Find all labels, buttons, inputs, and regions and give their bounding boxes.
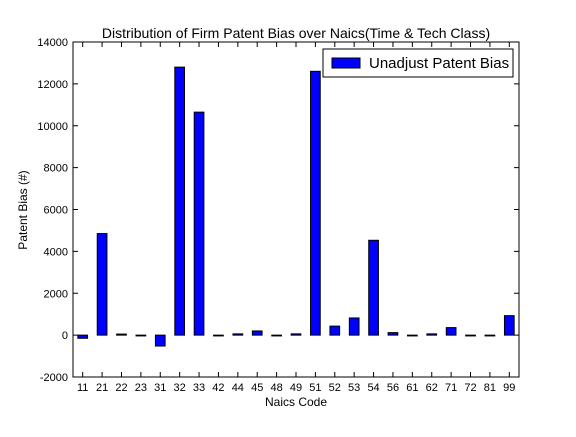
bar-54: [369, 240, 379, 335]
x-tick-label: 22: [115, 382, 127, 394]
y-tick-label: 2000: [44, 288, 68, 300]
y-tick-label: 0: [62, 330, 68, 342]
x-tick-label: 31: [154, 382, 166, 394]
x-tick-label: 33: [193, 382, 205, 394]
x-tick-label: 45: [251, 382, 263, 394]
y-tick-label: 4000: [44, 246, 68, 258]
legend-label: Unadjust Patent Bias: [369, 55, 509, 72]
x-tick-label: 21: [96, 382, 108, 394]
plot-area: -2000 0 2000 4000 6000 8000 10000 12000 14000 11 2…: [37, 37, 519, 394]
x-tick-label: 54: [367, 382, 379, 394]
x-tick-label: 81: [484, 382, 496, 394]
x-tick-label: 71: [445, 382, 457, 394]
bar-48: [272, 335, 282, 336]
y-tick-label: 12000: [37, 79, 68, 91]
bar-51: [311, 71, 321, 335]
bar-23: [136, 335, 146, 336]
bar-56: [388, 333, 398, 336]
legend: Unadjust Patent Bias: [323, 49, 513, 77]
bar-61: [408, 335, 418, 336]
plot-frame: [73, 42, 519, 377]
bar-45: [252, 331, 262, 335]
legend-swatch: [332, 58, 360, 68]
x-tick-label: 44: [232, 382, 244, 394]
y-tick-label: -2000: [40, 372, 68, 384]
x-tick-label: 42: [212, 382, 224, 394]
x-tick-label: 48: [270, 382, 282, 394]
x-tick-label: 11: [77, 382, 88, 394]
bar-49: [291, 334, 301, 335]
y-tick-label: 10000: [37, 121, 68, 133]
bar-33: [194, 112, 204, 335]
x-tick-label: 32: [174, 382, 186, 394]
bar-52: [330, 326, 340, 335]
x-tick-label: 49: [290, 382, 302, 394]
bar-42: [214, 335, 224, 336]
bar-21: [97, 234, 107, 336]
x-tick-label: 72: [464, 382, 476, 394]
y-tick-label: 14000: [37, 37, 68, 49]
y-tick-label: 8000: [44, 163, 68, 175]
x-tick-label: 62: [426, 382, 438, 394]
y-tick-label: 6000: [44, 205, 68, 217]
bar-81: [485, 335, 495, 336]
bar-71: [446, 328, 456, 336]
x-axis-label: Naics Code: [265, 395, 327, 409]
x-tick-label: 53: [348, 382, 360, 394]
bar-31: [155, 335, 165, 346]
bar-62: [427, 334, 437, 335]
x-tick-label: 52: [329, 382, 341, 394]
y-axis-label: Patent Bias (#): [16, 170, 30, 249]
x-tick-label: 61: [406, 382, 418, 394]
bar-11: [78, 335, 88, 338]
bar-53: [349, 318, 359, 335]
bar-44: [233, 334, 243, 335]
x-tick-label: 23: [135, 382, 147, 394]
x-tick-label: 99: [503, 382, 515, 394]
bar-72: [466, 335, 476, 336]
bar-22: [117, 334, 127, 335]
bar-32: [175, 67, 185, 335]
bar-99: [504, 316, 514, 335]
chart-title: Distribution of Firm Patent Bias over Na…: [102, 25, 490, 41]
x-tick-label: 56: [387, 382, 399, 394]
x-tick-label: 51: [309, 382, 321, 394]
